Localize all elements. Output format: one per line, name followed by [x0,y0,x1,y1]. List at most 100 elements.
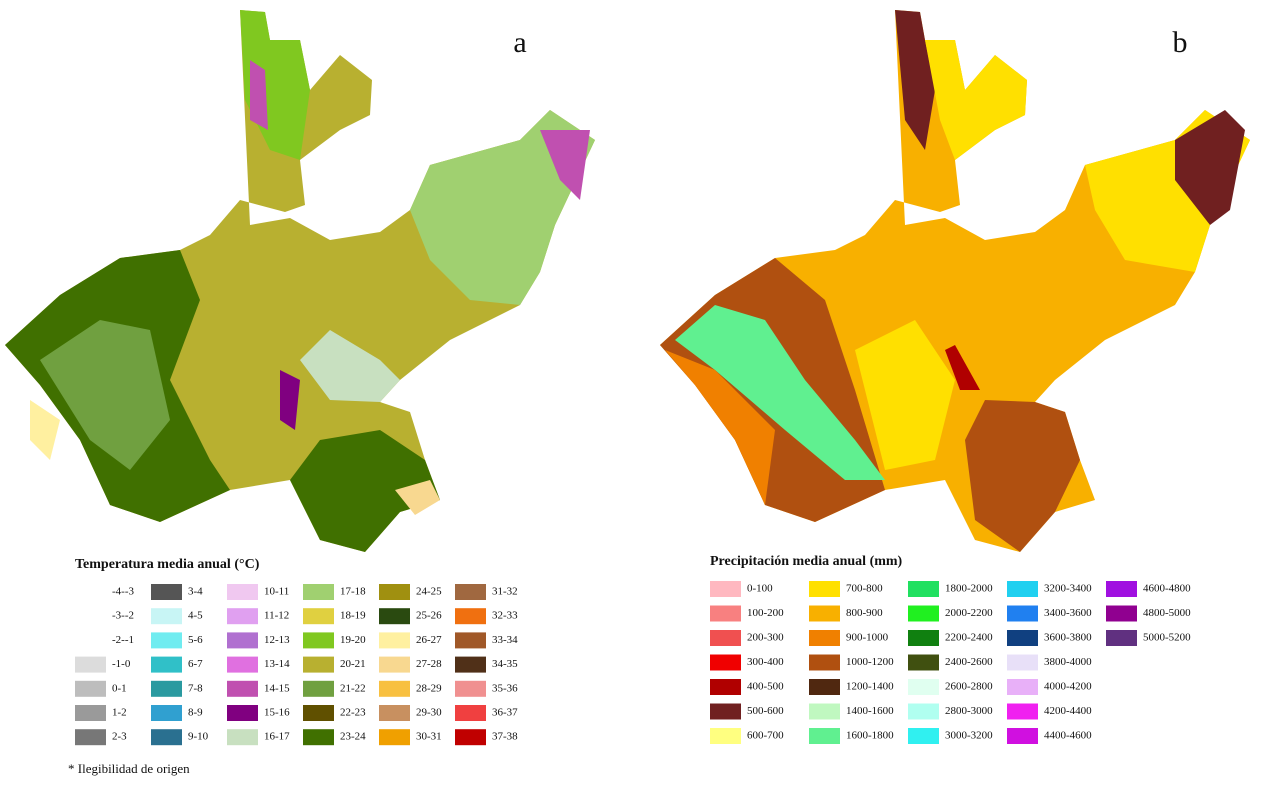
legend-label: 3000-3200 [945,730,993,742]
legend-swatch [1007,630,1038,646]
panel-label: b [1173,26,1188,59]
legend-swatch [379,656,410,673]
legend-label: 14-15 [264,682,290,694]
legend-label: 18-19 [340,610,366,622]
legend-label: 8-9 [188,707,203,719]
legend-label: 19-20 [340,634,366,646]
legend-label: 26-27 [416,634,442,646]
legend-swatch [303,632,334,649]
legend-swatch [710,605,741,622]
legend-label: 3400-3600 [1044,607,1092,619]
legend-swatch [151,705,182,721]
legend-label: 32-33 [492,610,518,622]
legend-label: 6-7 [188,658,203,670]
legend-label: 15-16 [264,707,290,719]
legend-swatch [455,705,486,721]
legend-swatch [455,608,486,625]
legend-swatch [379,680,410,697]
legend-label: 4000-4200 [1044,681,1092,693]
legend-label: 4800-5000 [1143,607,1191,619]
legend-swatch [710,654,741,671]
legend-swatch [710,728,741,744]
legend-label: 1400-1600 [846,705,894,717]
legend-swatch [908,703,939,720]
legend-swatch [1007,654,1038,671]
legend-swatch [151,680,182,697]
legend-swatch [1106,581,1137,597]
legend-swatch [455,656,486,673]
legend-swatch [303,656,334,673]
legend-label: 36-37 [492,707,518,719]
legend-label: 29-30 [416,707,442,719]
legend-label: 1600-1800 [846,730,894,742]
legend-swatch [227,632,258,649]
legend-swatch [303,584,334,600]
legend-swatch [455,729,486,746]
legend-swatch [379,729,410,746]
legend-swatch [908,654,939,671]
legend-label: 2800-3000 [945,705,993,717]
legend-swatch [809,581,840,597]
panel-label: a [513,26,526,59]
legend-swatch [1106,605,1137,622]
legend-swatch [1007,728,1038,744]
legends: a Temperatura media anual (°C) -4--3 -3--2 -… [75,26,1191,746]
legend-label: 20-21 [340,658,366,670]
legend-label: 5000-5200 [1143,632,1191,644]
legend-label: 24-25 [416,586,442,598]
legend-swatch [809,630,840,646]
legend-label: 17-18 [340,586,366,598]
legend-swatch [908,679,939,695]
legend-swatch [1007,605,1038,622]
legend-swatch [379,632,410,649]
footnote: * Ilegibilidad de origen [68,761,190,776]
legend-swatch [908,605,939,622]
legend-swatch [151,608,182,625]
legend-swatch [1007,581,1038,597]
legend-label: 25-26 [416,610,442,622]
legend-swatch [75,656,106,673]
legend-label: 31-32 [492,586,518,598]
legend-swatch [75,705,106,721]
legend-swatch [455,584,486,600]
legend-swatch [1106,630,1137,646]
legend-label: 700-800 [846,583,883,595]
map-a [5,10,595,552]
legend-swatch [710,630,741,646]
legend-label: 400-500 [747,681,784,693]
legend-label: 35-36 [492,682,518,694]
legend-label: 10-11 [264,586,289,598]
legend-label: 1-2 [112,707,127,719]
legend-label: 0-100 [747,583,773,595]
legend-swatch [455,680,486,697]
legend-swatch [379,608,410,625]
legend-label: -3--2 [112,610,134,622]
legend-label: 4200-4400 [1044,705,1092,717]
legend-swatch [151,584,182,600]
legend-swatch [809,728,840,744]
legend-swatch [809,679,840,695]
legend-swatch [227,705,258,721]
legend-label: 4400-4600 [1044,730,1092,742]
legend-label: 33-34 [492,634,518,646]
legend-swatch [710,703,741,720]
legend-label: 11-12 [264,610,289,622]
legend-swatch [1007,703,1038,720]
legend-swatch [1007,679,1038,695]
legend-label: -1-0 [112,658,131,670]
legend-swatch [303,680,334,697]
legend-swatch [303,729,334,746]
legend-label: 22-23 [340,707,366,719]
legend-label: 34-35 [492,658,518,670]
legend-swatch [227,680,258,697]
legend-swatch [75,729,106,746]
legend-swatch [379,584,410,600]
legend-label: 3600-3800 [1044,632,1092,644]
legend-label: 2-3 [112,731,127,743]
legend-label: 27-28 [416,658,442,670]
legend-swatch [809,703,840,720]
legend-label: -2--1 [112,634,134,646]
legend-title: Temperatura media anual (°C) [75,557,260,572]
legend-swatch [227,656,258,673]
